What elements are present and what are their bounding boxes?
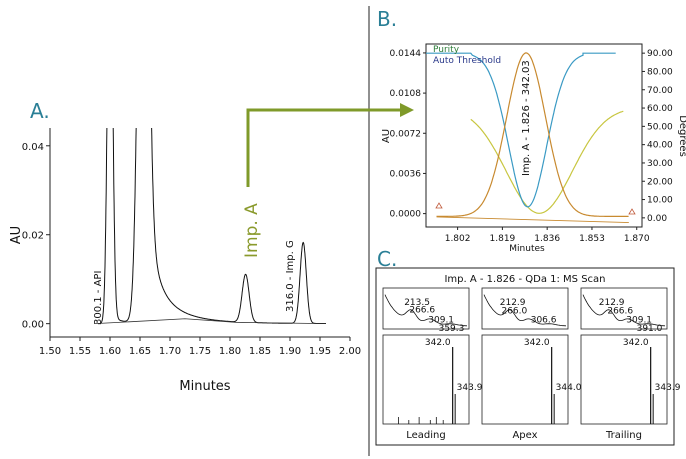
panel-a-baseline: [94, 318, 327, 325]
a-y-tick-label: 0.00: [22, 320, 44, 331]
baseline-marker-left: [435, 202, 443, 209]
uv-spectrum-box: [382, 287, 470, 330]
b-x-tick-label: 1.802: [445, 234, 471, 244]
auto-threshold-curve: [470, 110, 624, 214]
panel-c-letter: C.: [377, 247, 397, 271]
a-y-tick-label: 0.04: [22, 142, 44, 153]
panel-a: A. 1.50 1.55 1.60 1.65 1.70 1.75 1.80 1.85 1.90 1…: [9, 99, 414, 394]
a-x-tick-label: 1.50: [39, 346, 61, 357]
b-y2-tick-label: 70.00: [647, 86, 673, 96]
panel-b-peak-label: Imp. A - 1.826 - 342.03: [521, 60, 532, 176]
spectrum-column-label: Leading: [406, 430, 446, 441]
uv-peak-label: 266.6: [607, 306, 633, 316]
uv-spectrum-line: [384, 294, 467, 327]
b-y2-tick-label: 60.00: [647, 104, 673, 114]
panel-b-x-label: Minutes: [509, 244, 545, 254]
b-y2-tick-label: 10.00: [647, 196, 673, 206]
panel-c-title: Imp. A - 1.826 - QDa 1: MS Scan: [444, 274, 605, 285]
uv-peak-label: 309.1: [428, 315, 454, 325]
b-y2-tick-label: 90.00: [647, 49, 673, 59]
b-y2-tick-label: 50.00: [647, 122, 673, 132]
b-x-tick-label: 1.853: [579, 234, 605, 244]
legend-purity: Purity: [433, 45, 460, 55]
a-y-tick-label: 0.02: [22, 231, 44, 242]
peak-label-imp-a: Imp. A: [242, 203, 262, 258]
panel-a-x-label: Minutes: [179, 379, 230, 394]
spectrum-column-label: Trailing: [605, 430, 642, 441]
uv-peak-label: 306.6: [531, 315, 557, 325]
callout-arrow-head: [400, 103, 414, 117]
ms-isotope-peak-label: 343.9: [457, 383, 483, 393]
uv-peak-label: 213.5: [404, 298, 430, 308]
purity-angle-curve: [426, 52, 616, 208]
ms-main-peak-label: 342.0: [524, 338, 550, 348]
purity-peak-curve: [436, 52, 629, 217]
baseline-marker-right: [628, 208, 636, 215]
uv-peak-label: 309.1: [626, 315, 652, 325]
spectrum-column-label: Apex: [512, 430, 537, 441]
uv-peak-label: 212.9: [500, 298, 526, 308]
panel-b-letter: B.: [377, 7, 397, 31]
peak-label-imp-g: 316.0 - Imp. G: [285, 240, 296, 312]
a-x-tick-label: 1.65: [129, 346, 151, 357]
uv-peak-label: 359.3: [439, 324, 465, 334]
panel-b-y-label: AU: [381, 129, 392, 143]
b-y2-tick-label: 80.00: [647, 67, 673, 77]
b-x-tick-label: 1.836: [534, 234, 560, 244]
panel-a-letter: A.: [30, 99, 50, 123]
b-y2-tick-label: 20.00: [647, 177, 673, 187]
b-y2-tick-label: 30.00: [647, 159, 673, 169]
peak-label-api: 300.1 - API: [93, 271, 104, 325]
panel-a-y-ticks: 0.00 0.02 0.04: [22, 142, 50, 331]
ms-main-peak-label: 342.0: [623, 338, 649, 348]
a-x-tick-label: 1.80: [219, 346, 241, 357]
b-x-tick-label: 1.870: [624, 234, 650, 244]
uv-peak-label: 266.6: [409, 306, 435, 316]
b-y-tick-label: 0.0144: [390, 49, 422, 59]
ms-spectrum-box: [382, 334, 470, 425]
panel-b: B. 1.802 1.819 1.836 1.853 1.870 0.00000.003…: [377, 7, 686, 254]
legend-auto-threshold: Auto Threshold: [433, 56, 501, 66]
panel-b-x-ticks: 1.802 1.819 1.836 1.853 1.870: [445, 227, 650, 244]
a-x-tick-label: 1.75: [189, 346, 211, 357]
b-y-tick-label: 0.0072: [390, 129, 422, 139]
a-x-tick-label: 1.90: [279, 346, 301, 357]
b-x-tick-label: 1.819: [490, 234, 516, 244]
panel-b-y2-label: Degrees: [677, 115, 686, 157]
panel-a-y-label: AU: [9, 226, 24, 244]
panel-b-baseline: [436, 216, 629, 223]
b-y2-tick-label: 0.00: [647, 214, 667, 224]
callout-arrow: [246, 108, 400, 187]
panel-b-plot-frame: [425, 43, 643, 228]
panel-b-y-ticks: 0.0000 0.0036 0.0072 0.0108 0.0144: [390, 49, 426, 220]
uv-peak-label: 391.0: [637, 324, 663, 334]
panel-c-frame: [375, 267, 675, 446]
a-x-tick-label: 1.55: [69, 346, 91, 357]
b-y-tick-label: 0.0036: [390, 169, 422, 179]
a-x-tick-label: 1.85: [249, 346, 271, 357]
ms-isotope-peak-label: 343.9: [655, 383, 681, 393]
uv-spectrum-line: [582, 294, 665, 327]
panel-b-y2-ticks: 0.00 10.00 20.00 30.00 40.00 50.00 60.00 70.00 8…: [642, 49, 673, 224]
a-x-tick-label: 1.95: [309, 346, 331, 357]
ms-main-peak-label: 342.0: [425, 338, 451, 348]
b-y-tick-label: 0.0108: [390, 89, 422, 99]
a-x-tick-label: 1.60: [99, 346, 121, 357]
panel-c: C. Imp. A - 1.826 - QDa 1: MS Scan 213.5…: [375, 247, 681, 446]
uv-peak-label: 266.0: [501, 306, 527, 316]
uv-spectrum-box: [580, 287, 668, 330]
b-y-tick-label: 0.0000: [390, 210, 422, 220]
a-x-tick-label: 2.00: [339, 346, 361, 357]
ms-spectrum-box: [481, 334, 569, 425]
panel-a-x-ticks: 1.50 1.55 1.60 1.65 1.70 1.75 1.80 1.85 1.90 1.95…: [39, 337, 361, 357]
ms-isotope-peak-label: 344.0: [556, 383, 582, 393]
ms-spectrum-box: [580, 334, 668, 425]
b-y2-tick-label: 40.00: [647, 141, 673, 151]
uv-spectrum-box: [481, 287, 569, 330]
uv-spectrum-line: [483, 294, 566, 327]
uv-peak-label: 212.9: [599, 298, 625, 308]
panel-c-spectra: 213.5266.6309.1359.3342.0343.9Leading212…: [382, 287, 681, 441]
a-x-tick-label: 1.70: [159, 346, 181, 357]
